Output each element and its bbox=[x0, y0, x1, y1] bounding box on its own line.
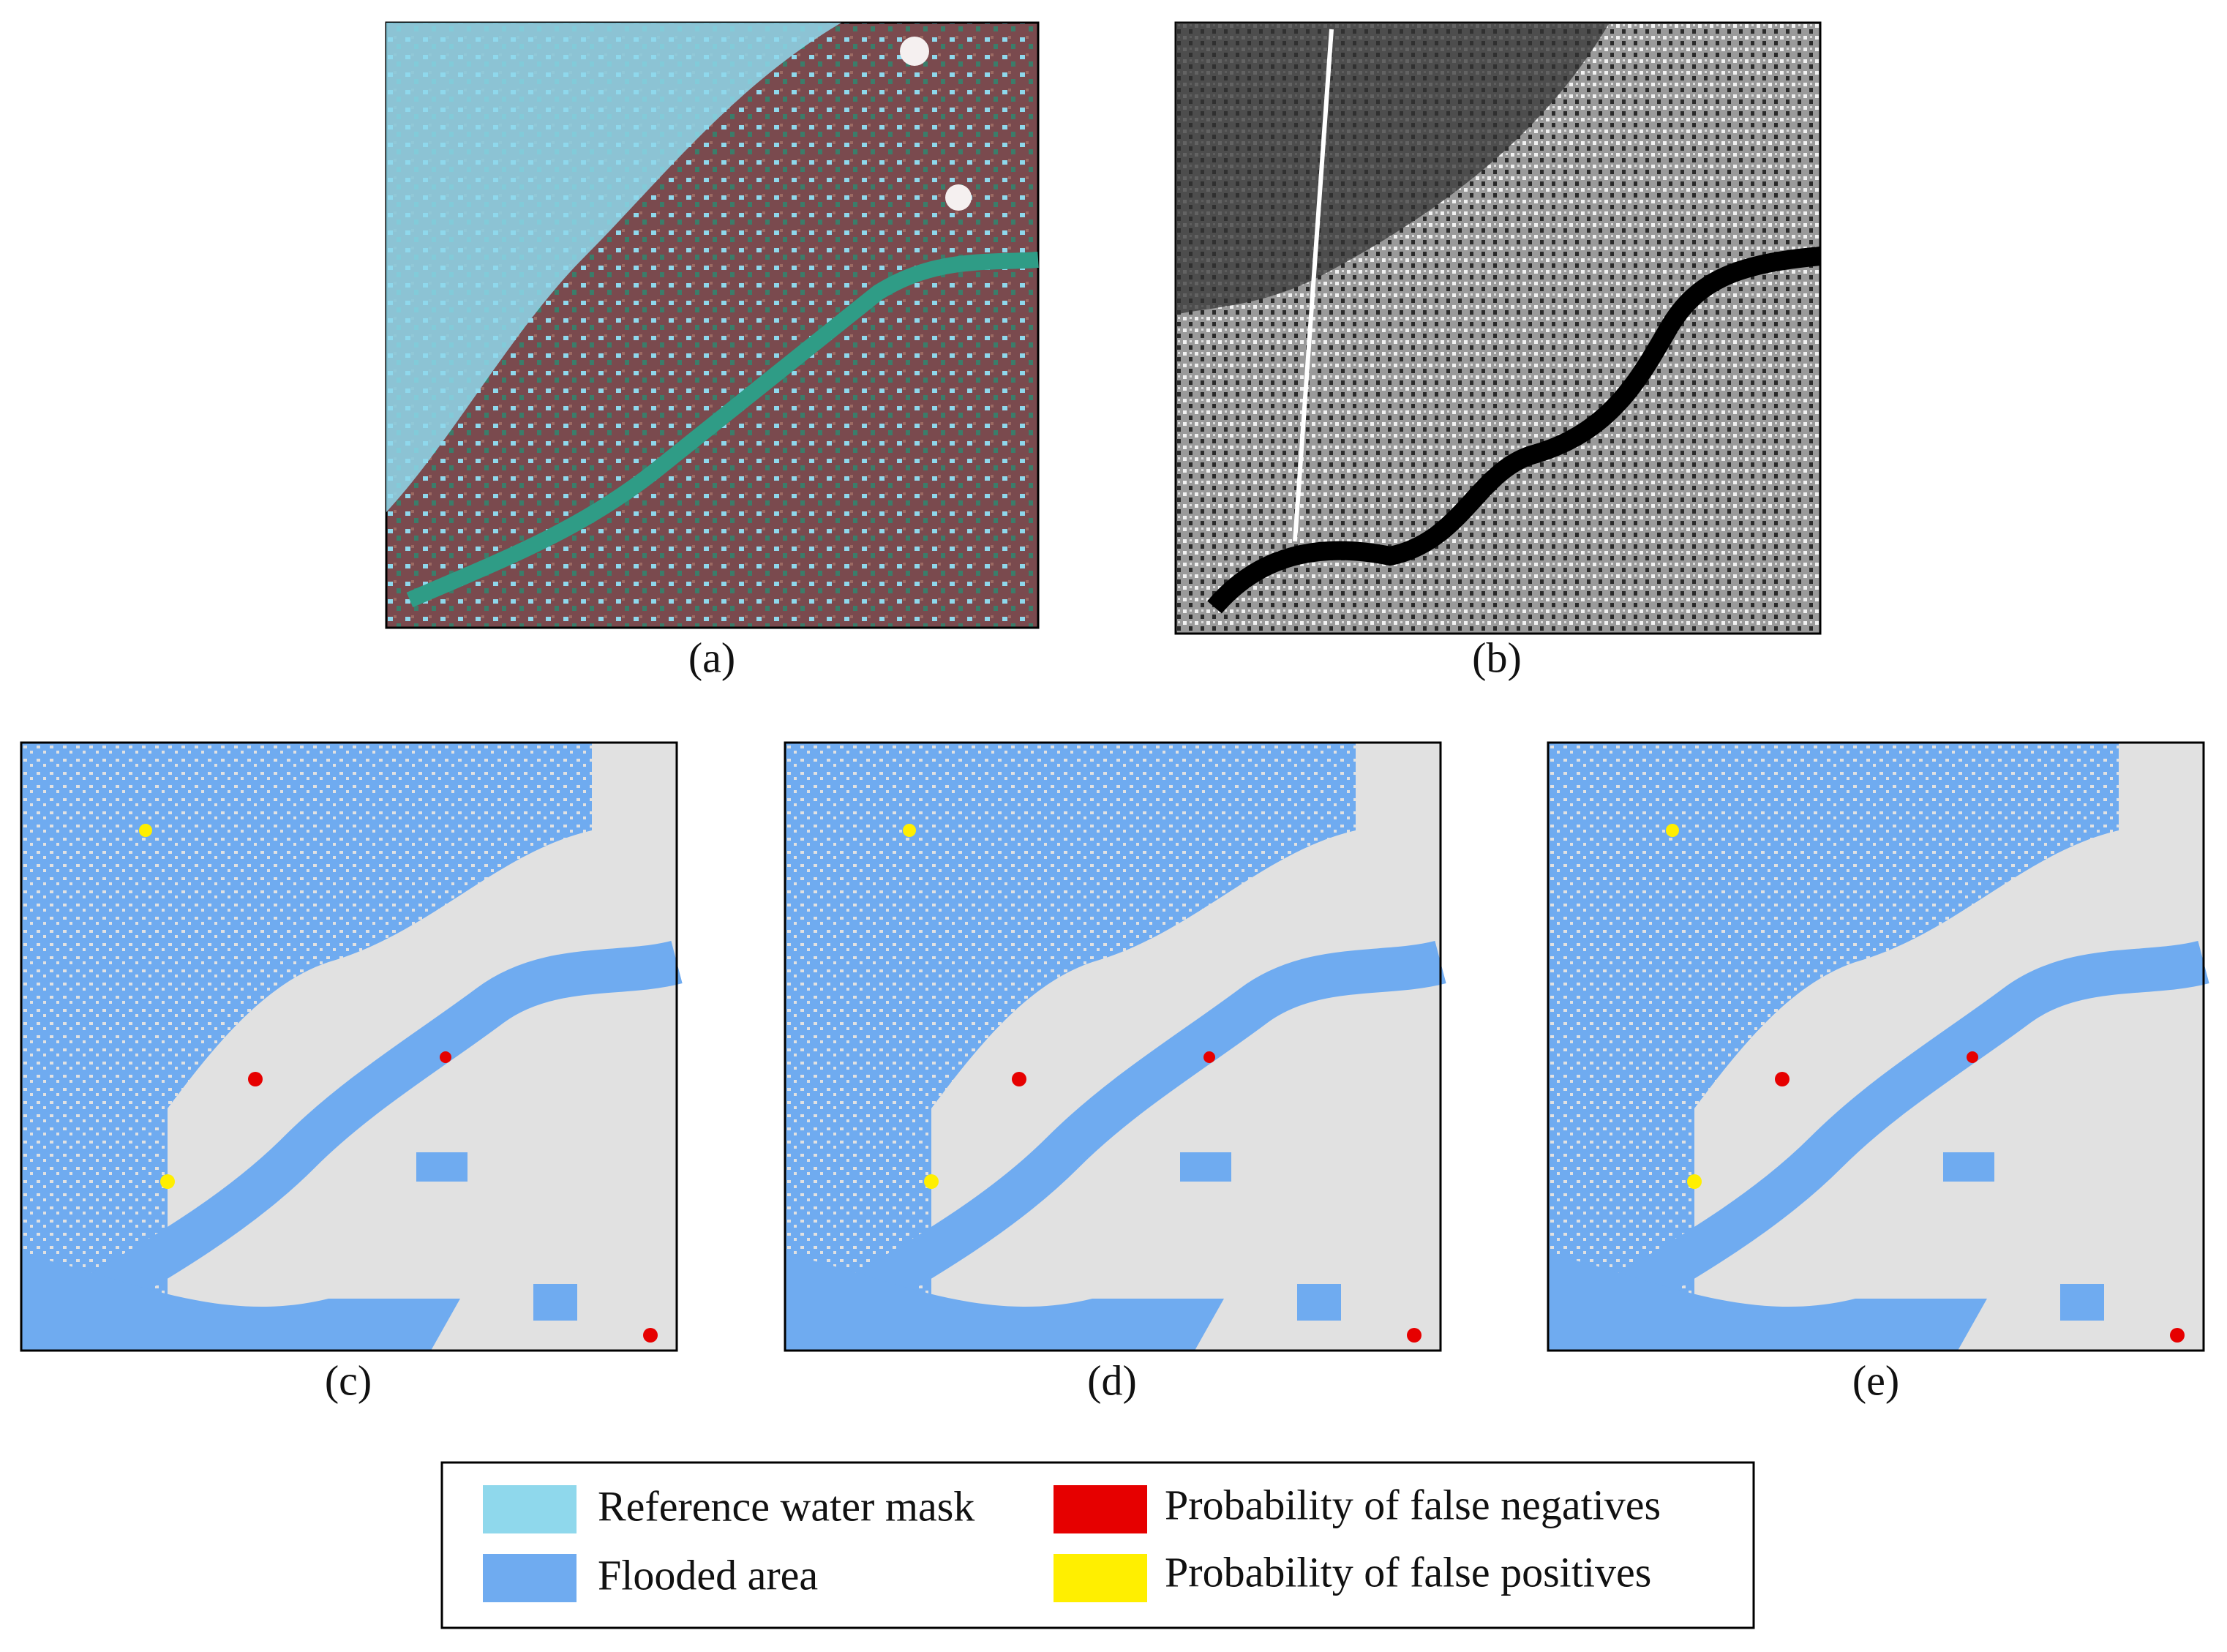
legend-swatch bbox=[483, 1485, 577, 1533]
panel-label: (b) bbox=[1472, 634, 1522, 681]
panel-label: (c) bbox=[325, 1356, 372, 1404]
panel-d bbox=[785, 743, 1441, 1351]
panel-b bbox=[1174, 21, 1822, 635]
panel-c bbox=[21, 743, 677, 1351]
legend: Reference water mask Probability of fals… bbox=[440, 1461, 1755, 1629]
legend-swatch bbox=[1054, 1485, 1147, 1533]
legend-swatch bbox=[483, 1554, 577, 1602]
legend-label: Probability of false positives bbox=[1165, 1548, 1651, 1596]
panel-label: (d) bbox=[1087, 1356, 1137, 1404]
panel-a bbox=[385, 21, 1040, 629]
legend-label: Reference water mask bbox=[598, 1482, 974, 1530]
legend-label: Probability of false negatives bbox=[1165, 1481, 1661, 1528]
panel-label: (e) bbox=[1852, 1356, 1899, 1404]
panel-e bbox=[1548, 743, 2204, 1351]
legend-swatch bbox=[1054, 1554, 1147, 1602]
legend-label: Flooded area bbox=[598, 1551, 818, 1599]
panel-label: (a) bbox=[688, 634, 735, 681]
